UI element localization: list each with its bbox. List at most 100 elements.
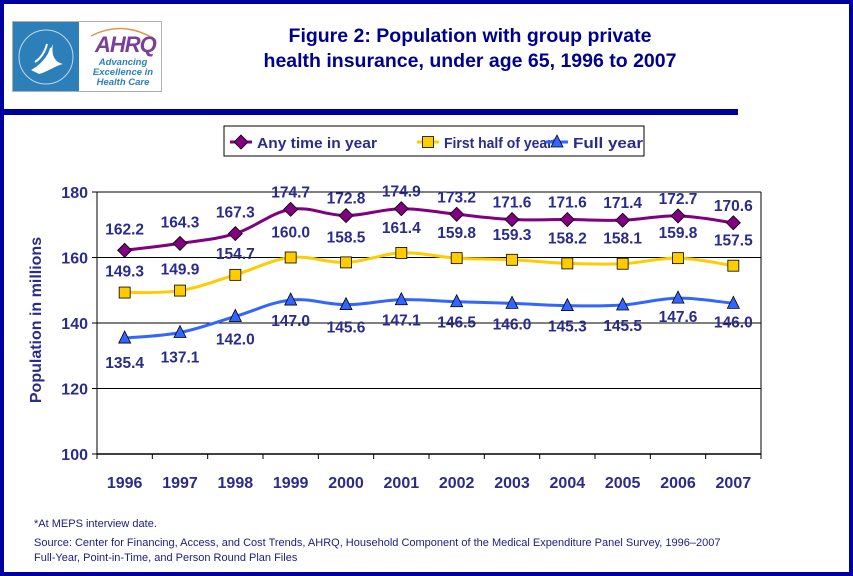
data-label-2-2001: 147.1	[382, 313, 421, 330]
data-label-1-2003: 159.3	[493, 227, 532, 244]
data-point-1-2002	[450, 252, 463, 265]
data-point-1-1996	[118, 286, 131, 299]
page-title: Figure 2: Population with group private …	[200, 24, 740, 74]
data-point-0-1998	[227, 226, 243, 242]
x-tick-label-2004: 2004	[550, 475, 586, 492]
data-point-0-1997	[172, 235, 188, 251]
legend-marker-2	[550, 134, 564, 148]
data-label-2-2000: 145.6	[327, 320, 366, 337]
x-tick-label-2001: 2001	[384, 475, 420, 492]
x-tick-label-1996: 1996	[107, 475, 143, 492]
data-label-0-2004: 171.6	[548, 195, 587, 212]
x-tick-label-1997: 1997	[162, 475, 198, 492]
x-tick-label-1999: 1999	[273, 475, 309, 492]
tagline-line-3: Health Care	[96, 77, 150, 88]
data-point-1-2001	[395, 247, 408, 259]
data-point-1-2007	[727, 259, 740, 272]
data-label-2-2004: 145.3	[548, 319, 587, 336]
data-point-0-1996	[117, 242, 133, 258]
legend-label-2: Full year	[573, 135, 643, 152]
y-tick-label-160: 160	[61, 251, 88, 268]
data-point-2-2004	[560, 297, 574, 312]
data-point-2-2000	[339, 296, 353, 311]
source-line-1: Source: Center for Financing, Access, an…	[34, 537, 721, 549]
data-point-0-2004	[559, 211, 575, 228]
data-label-2-1997: 137.1	[161, 349, 200, 366]
data-point-1-1998	[229, 268, 242, 281]
data-point-2-2002	[450, 293, 464, 308]
data-label-1-2000: 158.5	[327, 229, 366, 246]
data-point-1-2005	[616, 257, 629, 270]
ahrq-wordmark: AHRQ	[95, 32, 157, 57]
source-line-2: Full-Year, Point-in-Time, and Person Rou…	[34, 552, 298, 564]
data-point-2-1998	[228, 308, 242, 322]
legend-marker-1	[422, 136, 434, 148]
data-point-0-2005	[615, 212, 631, 228]
data-point-2-2006	[671, 290, 685, 304]
logo-tagline: Advancing Excellence in Health Care	[87, 58, 159, 88]
data-label-0-2005: 171.4	[603, 195, 642, 212]
data-point-2-1997	[173, 324, 187, 338]
data-point-2-2001	[394, 291, 408, 306]
title-line-1: Figure 2: Population with group private	[288, 25, 652, 47]
y-axis-title: Population in millions	[28, 237, 45, 403]
y-tick-label-120: 120	[61, 382, 88, 399]
y-tick-label-180: 180	[61, 185, 88, 202]
data-point-1-2003	[506, 253, 518, 266]
x-tick-label-2006: 2006	[660, 475, 696, 492]
data-point-2-2005	[616, 297, 630, 311]
x-tick-label-2002: 2002	[439, 475, 475, 492]
data-label-0-2001: 174.9	[382, 184, 421, 201]
data-label-2-2005: 145.5	[603, 318, 642, 335]
y-tick-label-140: 140	[61, 316, 88, 333]
data-label-2-1998: 142.0	[216, 331, 255, 348]
data-point-2-2007	[726, 295, 740, 309]
data-point-0-2001	[393, 201, 409, 217]
x-tick-label-2003: 2003	[494, 475, 530, 492]
data-point-2-1996	[118, 330, 132, 344]
data-point-1-2000	[340, 256, 352, 269]
data-label-1-1999: 160.0	[271, 225, 310, 242]
data-label-1-1998: 154.7	[216, 246, 255, 263]
data-point-0-2000	[338, 208, 354, 224]
data-point-0-2007	[725, 215, 741, 231]
series-line-2	[124, 296, 734, 340]
data-label-1-2005: 158.1	[603, 231, 642, 248]
data-label-2-1996: 135.4	[105, 355, 144, 372]
data-label-0-1997: 164.3	[161, 214, 200, 231]
data-label-2-2003: 146.0	[493, 316, 532, 333]
data-point-2-1999	[284, 292, 298, 306]
data-point-1-2004	[561, 257, 574, 270]
data-point-1-2006	[672, 252, 684, 265]
data-point-0-1999	[283, 201, 299, 217]
data-label-2-2002: 146.5	[437, 315, 476, 332]
data-label-0-2006: 172.7	[659, 191, 698, 208]
tagline-line-2: Excellence in	[92, 67, 154, 78]
data-point-2-2003	[505, 295, 519, 309]
hhs-eagle-seal-icon	[13, 22, 79, 91]
data-label-2-2006: 147.6	[659, 309, 698, 326]
x-tick-label-2000: 2000	[328, 475, 364, 492]
data-point-1-1997	[174, 284, 186, 297]
data-label-0-2000: 172.8	[327, 191, 366, 208]
footnote: *At MEPS interview date.	[34, 518, 157, 530]
data-label-0-2002: 173.2	[437, 189, 476, 206]
header-divider	[0, 109, 738, 115]
ahrq-logo: AHRQ Advancing Excellence in Health Care	[12, 21, 162, 92]
data-label-1-2001: 161.4	[382, 220, 421, 237]
data-label-1-2004: 158.2	[548, 230, 587, 247]
legend-marker-0	[233, 134, 249, 150]
data-label-2-2007: 146.0	[714, 314, 753, 331]
title-line-2: health insurance, under age 65, 1996 to …	[263, 50, 677, 72]
source-note: Source: Center for Financing, Access, an…	[34, 536, 814, 566]
x-tick-label-1998: 1998	[218, 475, 254, 492]
tagline-line-1: Advancing	[98, 57, 148, 68]
data-label-0-1998: 167.3	[216, 205, 255, 222]
legend-label-1: First half of year*	[444, 135, 558, 152]
data-point-1-1999	[284, 251, 297, 264]
data-label-0-2007: 170.6	[714, 198, 753, 215]
data-label-1-1996: 149.3	[105, 264, 144, 281]
data-label-2-1999: 147.0	[271, 313, 310, 330]
data-label-1-1997: 149.9	[161, 262, 200, 279]
